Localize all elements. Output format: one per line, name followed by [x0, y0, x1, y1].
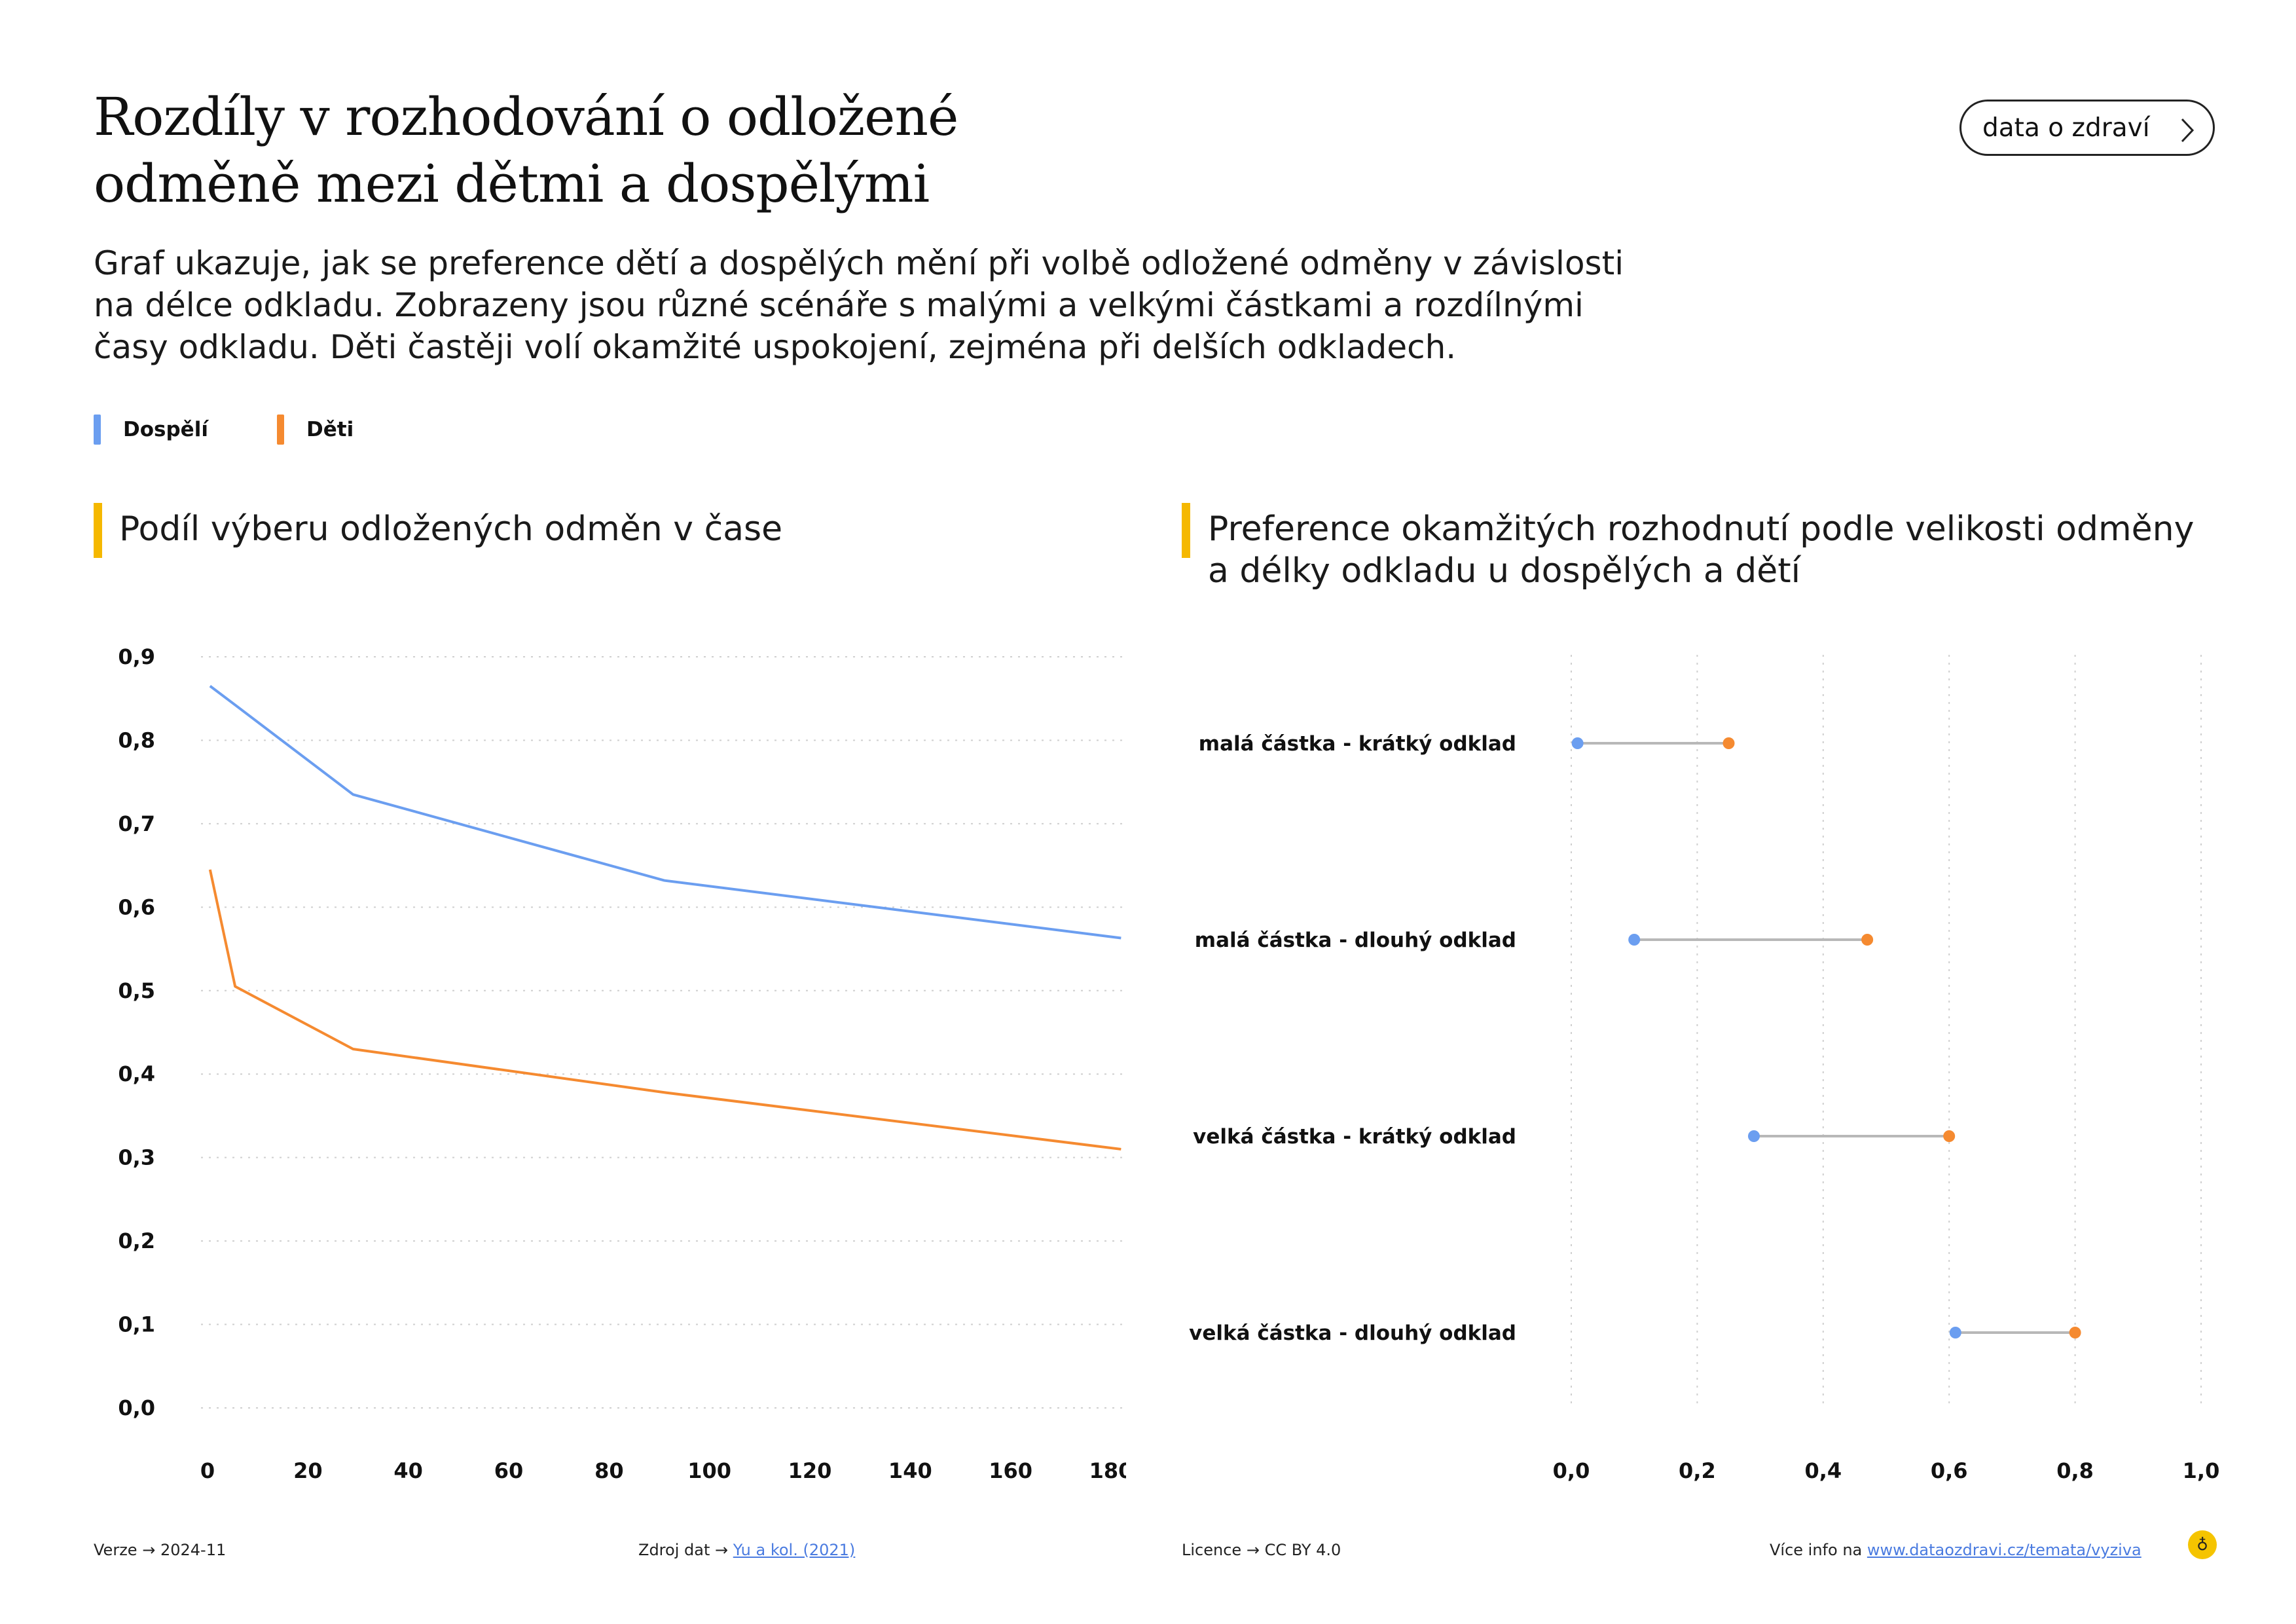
- x-tick-label: 100: [687, 1458, 731, 1483]
- y-tick-label: 0,4: [118, 1061, 155, 1086]
- y-tick-label: 0,5: [118, 978, 155, 1003]
- legend-swatch-deti: [277, 415, 284, 445]
- x-tick-label: 140: [888, 1458, 932, 1483]
- x-tick-label: 0,6: [1931, 1458, 1968, 1483]
- panel-2-title-line-2: a délky odkladu u dospělých a dětí: [1208, 551, 1801, 591]
- footer-license: Licence → CC BY 4.0: [1182, 1541, 1341, 1559]
- panel-2-title: Preference okamžitých rozhodnutí podle v…: [1208, 508, 2194, 592]
- x-tick-label: 180: [1089, 1458, 1126, 1483]
- button-label: data o zdraví: [1982, 113, 2150, 143]
- x-tick-label: 20: [293, 1458, 323, 1483]
- more-info-label: Více info na: [1770, 1541, 1863, 1559]
- y-tick-label: 0,1: [118, 1312, 155, 1337]
- x-tick-label: 0,8: [2056, 1458, 2094, 1483]
- category-label: velká částka - dlouhý odklad: [1189, 1321, 1516, 1345]
- panel-1-title-line-1: Podíl výberu odložených odměn v čase: [119, 509, 783, 549]
- y-tick-label: 0,2: [118, 1228, 155, 1253]
- logo-icon: ♁: [2188, 1530, 2217, 1559]
- arrow-right-icon: →: [1246, 1541, 1265, 1559]
- arrow-right-icon: →: [142, 1541, 160, 1559]
- subtitle-line-2: na délce odkladu. Zobrazeny jsou různé s…: [94, 286, 1584, 324]
- source-link[interactable]: Yu a kol. (2021): [733, 1541, 856, 1559]
- footer-version: Verze → 2024-11: [94, 1541, 226, 1559]
- arrow-right-icon: →: [715, 1541, 733, 1559]
- dot-dospeli: [1949, 1327, 1961, 1338]
- subtitle-line-3: časy odkladu. Děti častěji volí okamžité…: [94, 328, 1457, 366]
- legend-label-dospeli: Dospělí: [123, 418, 208, 441]
- series-line-deti: [208, 869, 1121, 1151]
- footer-more-info: Více info na www.dataozdravi.cz/temata/v…: [1770, 1541, 2141, 1559]
- panel-1-accent-bar: [94, 503, 102, 558]
- x-tick-label: 80: [594, 1458, 624, 1483]
- dot-dospeli: [1571, 737, 1584, 749]
- x-tick-label: 60: [494, 1458, 524, 1483]
- category-label: velká částka - krátký odklad: [1193, 1125, 1516, 1149]
- footer-source: Zdroj dat → Yu a kol. (2021): [638, 1541, 855, 1559]
- x-tick-label: 0,0: [1553, 1458, 1590, 1483]
- license-label: Licence: [1182, 1541, 1242, 1559]
- category-label: malá částka - dlouhý odklad: [1195, 929, 1516, 952]
- data-o-zdravi-button[interactable]: data o zdraví: [1959, 100, 2215, 156]
- line-chart: 0,0 0,1 0,2 0,3 0,4 0,5 0,6 0,7 0,8 0,9 0 20 40 60 80 1…: [118, 644, 1126, 1483]
- x-tick-label: 0: [200, 1458, 215, 1483]
- subtitle-line-1: Graf ukazuje, jak se preference dětí a d…: [94, 244, 1624, 282]
- title-line-2: odměně mezi dětmi a dospělými: [94, 153, 930, 214]
- subtitle: Graf ukazuje, jak se preference dětí a d…: [94, 242, 1730, 368]
- license-value: CC BY 4.0: [1264, 1541, 1341, 1559]
- dot-dospeli: [1747, 1130, 1760, 1142]
- dot-dospeli: [1628, 934, 1641, 946]
- dot-deti: [1722, 737, 1735, 749]
- more-info-link[interactable]: www.dataozdravi.cz/temata/vyziva: [1867, 1541, 2141, 1559]
- page-title: Rozdíly v rozhodování o odložené odměně …: [94, 84, 1272, 217]
- panel-1-title: Podíl výberu odložených odměn v čase: [119, 508, 782, 550]
- x-tick-label: 120: [788, 1458, 832, 1483]
- dot-deti: [1943, 1130, 1956, 1142]
- version-value: 2024-11: [160, 1541, 227, 1559]
- dot-deti: [2069, 1327, 2081, 1338]
- panel-2-title-line-1: Preference okamžitých rozhodnutí podle v…: [1208, 509, 2195, 549]
- y-tick-label: 0,9: [118, 644, 155, 669]
- legend-swatch-dospeli: [94, 415, 101, 445]
- dumbbell-chart: 0,0 0,2 0,4 0,6 0,8 1,0 malá částka - krátký o…: [1189, 655, 2220, 1483]
- source-label: Zdroj dat: [638, 1541, 710, 1559]
- panel-2-accent-bar: [1182, 503, 1190, 558]
- chevron-right-icon: [2181, 118, 2195, 143]
- y-tick-label: 0,3: [118, 1145, 155, 1170]
- series-line-dospeli: [209, 685, 1121, 940]
- y-tick-label: 0,6: [118, 895, 155, 919]
- legend-item-deti: Děti: [277, 415, 354, 445]
- legend-item-dospeli: Dospělí: [94, 415, 208, 445]
- version-label: Verze: [94, 1541, 137, 1559]
- x-tick-label: 40: [393, 1458, 423, 1483]
- title-line-1: Rozdíly v rozhodování o odložené: [94, 86, 958, 147]
- x-tick-label: 160: [989, 1458, 1032, 1483]
- y-tick-label: 0,8: [118, 728, 155, 752]
- x-tick-label: 0,2: [1679, 1458, 1716, 1483]
- legend-label-deti: Děti: [306, 418, 354, 441]
- category-label: malá částka - krátký odklad: [1199, 732, 1516, 756]
- y-tick-label: 0,0: [118, 1395, 155, 1420]
- x-tick-label: 1,0: [2183, 1458, 2220, 1483]
- x-tick-label: 0,4: [1804, 1458, 1842, 1483]
- dot-deti: [1861, 934, 1874, 946]
- y-tick-label: 0,7: [118, 811, 155, 836]
